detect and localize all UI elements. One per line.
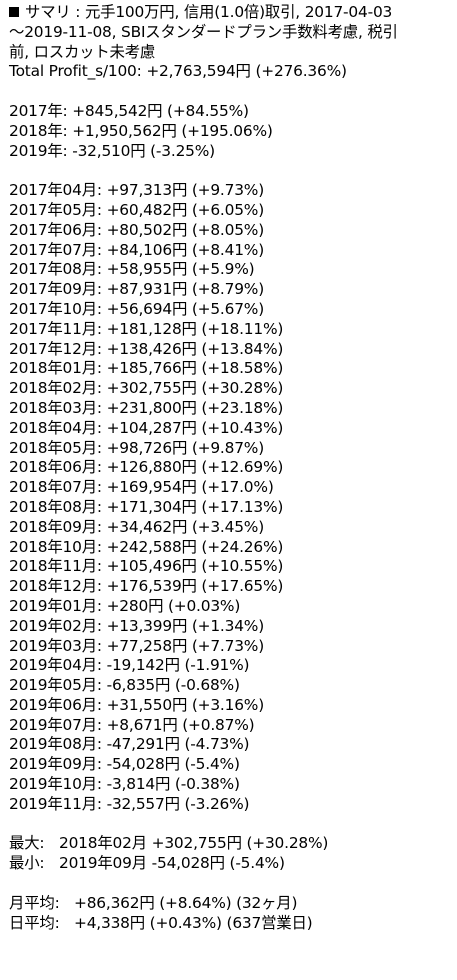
max-value: 2018年02月 +302,755円 (+30.28%): [59, 834, 329, 853]
averages: 月平均: +86,362円 (+8.64%) (32ヶ月) 日平均: +4,338円…: [9, 894, 457, 934]
monthly-item: 2018年12月: +176,539円 (+17.65%): [9, 577, 284, 596]
monthly-item: 2019年09月: -54,028円 (-5.4%): [9, 755, 240, 774]
monthly-item: 2018年01月: +185,766円 (+18.58%): [9, 359, 284, 378]
min-label: 最小:: [9, 854, 45, 873]
monthly-item: 2018年11月: +105,496円 (+10.55%): [9, 557, 284, 576]
summary-title-line-1: サマリ : 元手100万円, 信用(1.0倍)取引, 2017-04-03: [9, 3, 457, 23]
summary-header: サマリ : 元手100万円, 信用(1.0倍)取引, 2017-04-03 ～2…: [9, 3, 457, 82]
monthly-item: 2019年07月: +8,671円 (+0.87%): [9, 715, 255, 734]
monthly-item: 2017年04月: +97,313円 (+9.73%): [9, 181, 265, 200]
monthly-average-row: 月平均: +86,362円 (+8.64%) (32ヶ月): [9, 894, 457, 914]
daily-average-label: 日平均:: [9, 913, 60, 932]
monthly-item: 2017年11月: +181,128円 (+18.11%): [9, 319, 284, 338]
spacer: [9, 874, 457, 894]
monthly-item: 2019年01月: +280円 (+0.03%): [9, 596, 241, 615]
monthly-item: 2018年05月: +98,726円 (+9.87%): [9, 438, 265, 457]
monthly-item: 2018年02月: +302,755円 (+30.28%): [9, 379, 284, 398]
monthly-item: 2019年03月: +77,258円 (+7.73%): [9, 636, 265, 655]
monthly-item: 2017年06月: +80,502円 (+8.05%): [9, 220, 265, 239]
spacer: [9, 161, 457, 181]
daily-average-row: 日平均: +4,338円 (+0.43%) (637営業日): [9, 914, 457, 934]
monthly-item: 2017年05月: +60,482円 (+6.05%): [9, 200, 265, 219]
monthly-item: 2018年09月: +34,462円 (+3.45%): [9, 517, 265, 536]
monthly-average-label: 月平均:: [9, 893, 60, 912]
max-row: 最大: 2018年02月 +302,755円 (+30.28%): [9, 834, 457, 854]
yearly-item: 2017年: +845,542円 (+84.55%): [9, 101, 249, 120]
monthly-list: 2017年04月: +97,313円 (+9.73%) 2017年05月: +6…: [9, 181, 457, 815]
monthly-item: 2018年07月: +169,954円 (+17.0%): [9, 478, 274, 497]
monthly-item: 2019年04月: -19,142円 (-1.91%): [9, 656, 250, 675]
monthly-item: 2018年06月: +126,880円 (+12.69%): [9, 458, 284, 477]
black-square-icon: [9, 7, 19, 17]
yearly-item: 2019年: -32,510円 (-3.25%): [9, 141, 215, 160]
monthly-item: 2017年08月: +58,955円 (+5.9%): [9, 260, 255, 279]
spacer: [9, 815, 457, 835]
monthly-item: 2019年06月: +31,550円 (+3.16%): [9, 695, 265, 714]
monthly-item: 2019年08月: -47,291円 (-4.73%): [9, 735, 250, 754]
yearly-list: 2017年: +845,542円 (+84.55%) 2018年: +1,950…: [9, 102, 457, 161]
spacer: [9, 82, 457, 102]
monthly-item: 2018年08月: +171,304円 (+17.13%): [9, 497, 284, 516]
min-row: 最小: 2019年09月 -54,028円 (-5.4%): [9, 854, 457, 874]
extremes: 最大: 2018年02月 +302,755円 (+30.28%) 最小: 2019年…: [9, 834, 457, 874]
monthly-item: 2018年04月: +104,287円 (+10.43%): [9, 418, 284, 437]
summary-title-line-2: ～2019-11-08, SBIスタンダードプラン手数料考慮, 税引: [9, 22, 398, 41]
max-label: 最大:: [9, 834, 45, 853]
monthly-item: 2017年10月: +56,694円 (+5.67%): [9, 299, 265, 318]
monthly-item: 2019年10月: -3,814円 (-0.38%): [9, 775, 240, 794]
monthly-item: 2017年12月: +138,426円 (+13.84%): [9, 339, 284, 358]
summary-title-line-3: 前, ロスカット未考慮: [9, 42, 156, 61]
total-profit: Total Profit_s/100: +2,763,594円 (+276.36…: [9, 62, 347, 81]
daily-average-value: +4,338円 (+0.43%) (637営業日): [74, 913, 313, 932]
monthly-item: 2017年09月: +87,931円 (+8.79%): [9, 280, 265, 299]
yearly-item: 2018年: +1,950,562円 (+195.06%): [9, 121, 273, 140]
monthly-item: 2018年03月: +231,800円 (+23.18%): [9, 398, 284, 417]
monthly-item: 2017年07月: +84,106円 (+8.41%): [9, 240, 265, 259]
monthly-item: 2018年10月: +242,588円 (+24.26%): [9, 537, 284, 556]
monthly-item: 2019年11月: -32,557円 (-3.26%): [9, 794, 250, 813]
monthly-item: 2019年05月: -6,835円 (-0.68%): [9, 676, 240, 695]
monthly-average-value: +86,362円 (+8.64%) (32ヶ月): [74, 893, 298, 912]
min-value: 2019年09月 -54,028円 (-5.4%): [59, 854, 285, 873]
monthly-item: 2019年02月: +13,399円 (+1.34%): [9, 616, 265, 635]
summary-title-text-1: サマリ : 元手100万円, 信用(1.0倍)取引, 2017-04-03: [25, 3, 393, 21]
